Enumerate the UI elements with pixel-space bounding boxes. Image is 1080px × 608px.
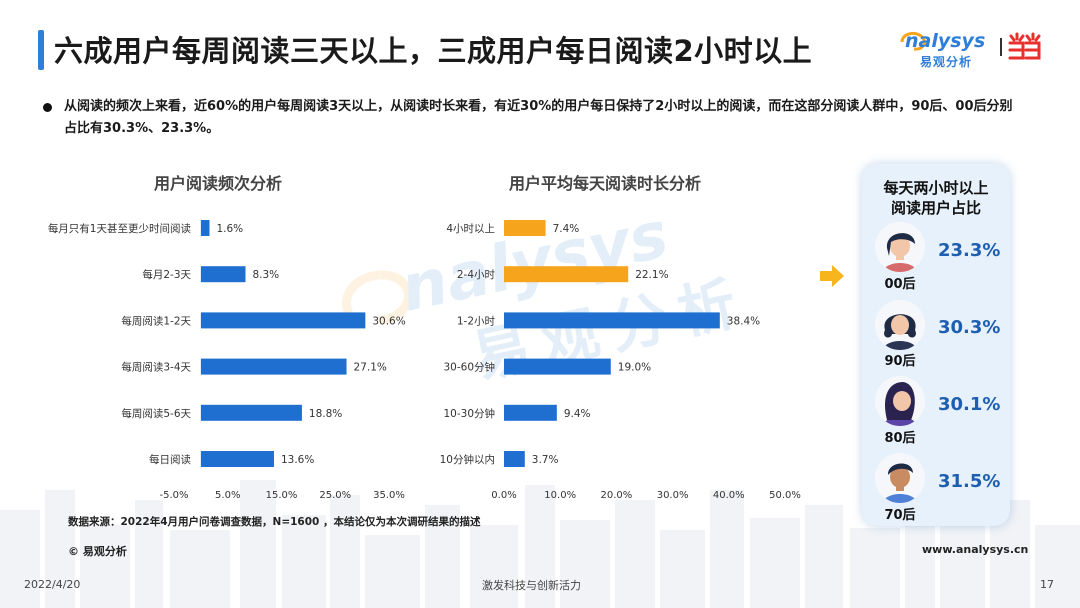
duration-chart-title: 用户平均每天阅读时长分析 (509, 174, 702, 193)
frequency-value-label: 8.3% (252, 269, 279, 281)
brand-name: nalysys (905, 30, 986, 52)
frequency-value-label: 30.6% (372, 315, 405, 327)
data-source: 数据来源：2022年4月用户问卷调查数据，N=1600 ，本结论仅为本次调研结果… (68, 516, 481, 528)
avatar-00-icon (875, 222, 925, 272)
duration-tick-label: 50.0% (769, 490, 801, 501)
brand-separator (1000, 38, 1002, 56)
frequency-category-label: 每周阅读1-2天 (121, 314, 191, 327)
avatar-90-icon (875, 300, 925, 350)
frequency-bar (200, 358, 347, 375)
frequency-tick-label: -5.0% (159, 490, 188, 501)
arrow-right-icon (820, 265, 844, 287)
frequency-value-label: 1.6% (216, 223, 243, 235)
duration-category-label: 30-60分钟 (443, 361, 495, 374)
frequency-category-label: 每月只有1天甚至更少时间阅读 (48, 222, 192, 235)
frequency-tick-label: 35.0% (373, 490, 405, 501)
bar-charts: nalysys 易观分析 每月只有1天甚至更少时间阅读 1.6% 每月2-3天 8.3… (48, 198, 801, 501)
duration-bar (504, 312, 720, 329)
age-label-90: 90后 (884, 354, 916, 369)
duration-category-label: 1-2小时 (457, 315, 496, 327)
dangdang-logo-icon (1008, 32, 1041, 60)
pct-70: 31.5% (938, 471, 1001, 492)
duration-value-label: 38.4% (727, 315, 760, 327)
frequency-category-label: 每日阅读 (149, 453, 191, 466)
duration-category-label: 10分钟以内 (440, 453, 495, 466)
duration-value-label: 19.0% (618, 362, 651, 374)
age-label-00: 00后 (884, 277, 916, 292)
age-label-70: 70后 (884, 508, 916, 523)
age-label-80: 80后 (884, 431, 916, 446)
report-date: 2022/4/20 (24, 578, 81, 591)
frequency-value-label: 13.6% (281, 454, 314, 466)
frequency-bar (200, 266, 246, 283)
frequency-bar (200, 220, 210, 236)
copyright: © 易观分析 (68, 545, 127, 558)
avatar-80-icon (875, 376, 925, 426)
brand-logo-icon (900, 32, 926, 51)
slogan: 激发科技与创新活力 (482, 579, 581, 592)
duration-tick-label: 20.0% (601, 490, 633, 501)
duration-tick-label: 40.0% (713, 490, 745, 501)
duration-value-label: 22.1% (635, 269, 668, 281)
duration-value-label: 9.4% (564, 408, 591, 420)
frequency-bar (200, 312, 366, 329)
duration-bar (504, 358, 611, 375)
duration-tick-label: 10.0% (544, 490, 576, 501)
frequency-chart-title: 用户阅读频次分析 (154, 174, 283, 193)
frequency-bar (200, 404, 302, 421)
panel-title-line1: 每天两小时以上 (883, 179, 989, 197)
website-link[interactable]: www.analysys.cn (922, 543, 1029, 556)
frequency-category-label: 每周阅读3-4天 (121, 361, 191, 374)
pct-80: 30.1% (938, 394, 1001, 415)
pct-90: 30.3% (938, 317, 1001, 338)
pct-00: 23.3% (938, 240, 1001, 261)
frequency-category-label: 每月2-3天 (142, 268, 191, 281)
duration-category-label: 10-30分钟 (443, 407, 495, 420)
page-title: 六成用户每周阅读三天以上，三成用户每日阅读2小时以上 (54, 34, 813, 68)
frequency-bar-chart: 每月只有1天甚至更少时间阅读 1.6% 每月2-3天 8.3% 每周阅读1-2天 30.6… (48, 220, 406, 501)
bullet-dot (43, 103, 52, 112)
frequency-value-label: 18.8% (309, 408, 342, 420)
frequency-tick-label: 25.0% (319, 490, 351, 501)
duration-value-label: 3.7% (532, 454, 559, 466)
duration-tick-label: 0.0% (491, 490, 516, 501)
duration-category-label: 4小时以上 (446, 223, 495, 235)
avatar-70-icon (875, 453, 925, 503)
page-number: 17 (1040, 578, 1054, 591)
summary-text: 从阅读的频次上来看，近60%的用户每周阅读3天以上，从阅读时长来看，有近30%的… (64, 99, 1013, 136)
watermark: nalysys 易观分析 (342, 198, 754, 392)
background-skyline (0, 480, 1080, 608)
duration-tick-label: 30.0% (657, 490, 689, 501)
frequency-category-label: 每周阅读5-6天 (121, 407, 191, 420)
duration-bar (504, 451, 525, 467)
frequency-value-label: 27.1% (354, 362, 387, 374)
panel-title-line2: 阅读用户占比 (890, 199, 981, 217)
duration-bar (504, 266, 629, 283)
duration-bar-chart: 4小时以上 7.4% 2-4小时 22.1% 1-2小时 38.4% 30-60分钟 19.0… (440, 220, 801, 501)
brand-cn: 易观分析 (920, 55, 973, 69)
duration-bar (504, 404, 557, 421)
duration-value-label: 7.4% (553, 223, 580, 235)
panel-title: 每天两小时以上 阅读用户占比 (862, 178, 1010, 218)
title-accent-bar (38, 30, 44, 70)
frequency-bar (200, 451, 274, 467)
frequency-tick-label: 15.0% (266, 490, 298, 501)
duration-category-label: 2-4小时 (457, 269, 496, 281)
frequency-tick-label: 5.0% (215, 490, 240, 501)
duration-bar (504, 220, 546, 236)
